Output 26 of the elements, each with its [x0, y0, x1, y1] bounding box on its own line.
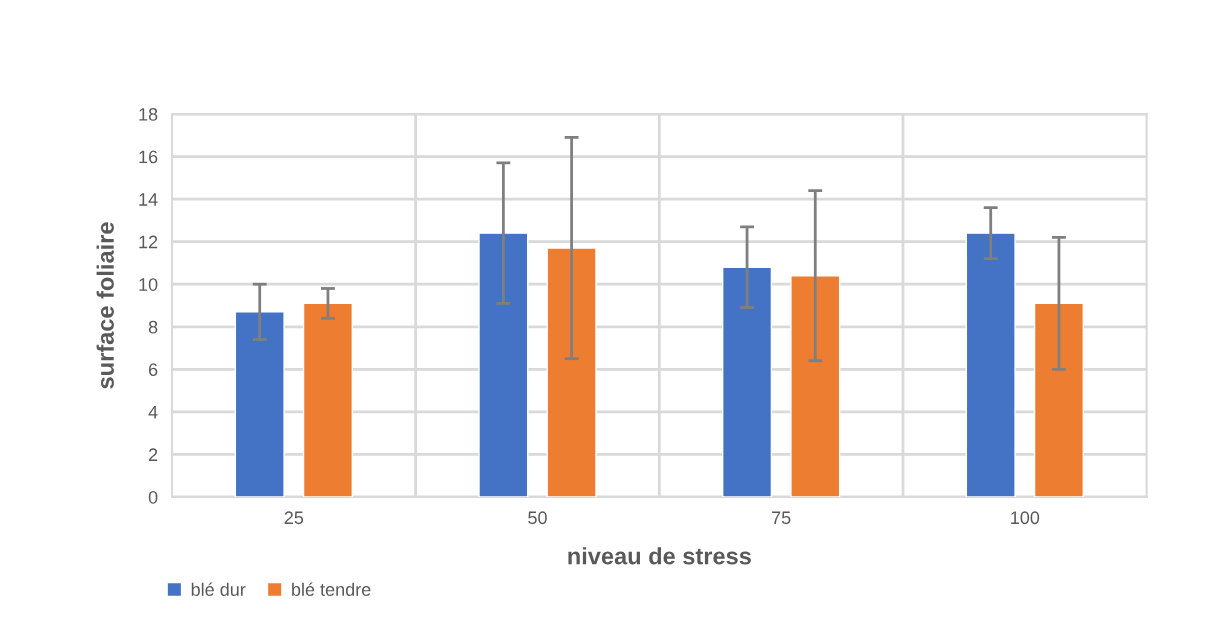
x-tick-label: 100 [1011, 511, 1040, 525]
y-tick-label: 0 [148, 490, 158, 504]
y-axis-title: surface foliaire [96, 222, 114, 389]
bar [790, 275, 841, 497]
x-tick-label: 50 [528, 511, 547, 525]
bar [1033, 302, 1084, 497]
y-tick-label: 8 [148, 320, 158, 334]
legend-label: blé tendre [292, 582, 371, 596]
x-axis-title: niveau de stress [568, 547, 751, 565]
y-tick-label: 2 [148, 448, 158, 461]
x-tick-label: 75 [772, 511, 791, 525]
bar [302, 302, 354, 497]
x-tick-label: 25 [284, 511, 304, 525]
y-tick-label: 14 [139, 193, 158, 206]
bar [546, 247, 597, 497]
y-tick-label: 18 [139, 107, 158, 121]
y-tick-label: 12 [139, 235, 158, 249]
y-tick-label: 6 [148, 363, 158, 377]
bar [234, 311, 285, 497]
y-tick-label: 10 [139, 278, 158, 291]
legend-label: blé dur [191, 582, 246, 596]
bar [965, 232, 1016, 497]
y-tick-label: 16 [139, 150, 158, 164]
bar [721, 266, 773, 497]
y-tick-label: 4 [148, 406, 158, 419]
bar [478, 232, 529, 497]
